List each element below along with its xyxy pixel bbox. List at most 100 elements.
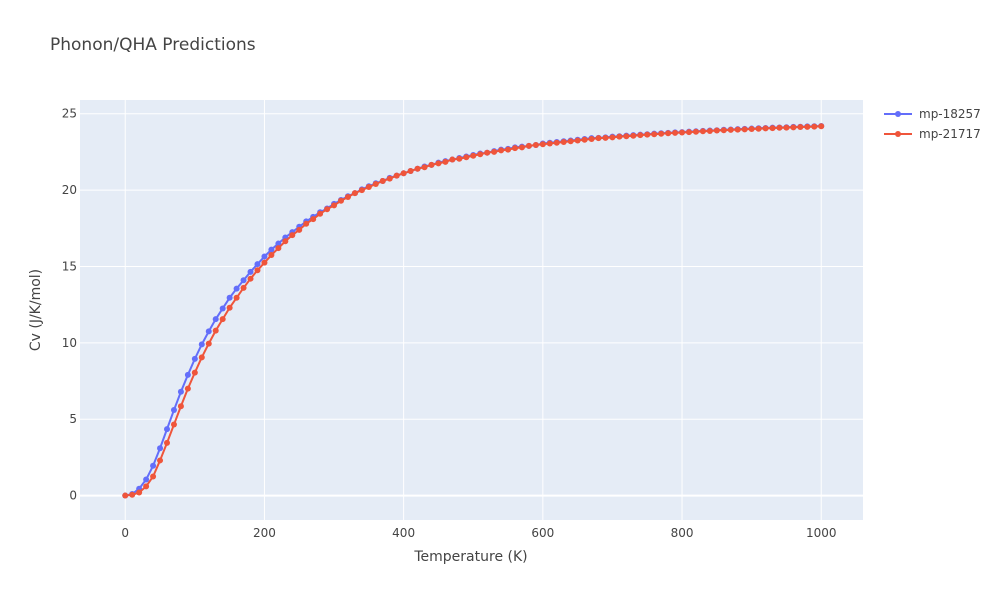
data-point[interactable] bbox=[219, 305, 226, 312]
data-point[interactable] bbox=[818, 123, 825, 130]
data-point[interactable] bbox=[372, 181, 379, 187]
data-point[interactable] bbox=[143, 476, 150, 483]
data-point[interactable] bbox=[546, 140, 553, 147]
data-point[interactable] bbox=[539, 141, 546, 148]
data-point[interactable] bbox=[498, 147, 505, 154]
data-point[interactable] bbox=[574, 137, 581, 144]
legend-item-mp-18257[interactable]: mp-18257 bbox=[884, 107, 981, 121]
data-point[interactable] bbox=[734, 126, 741, 133]
data-point[interactable] bbox=[157, 445, 164, 452]
data-point[interactable] bbox=[184, 385, 191, 392]
data-point[interactable] bbox=[205, 328, 212, 335]
data-point[interactable] bbox=[567, 138, 574, 145]
data-point[interactable] bbox=[282, 238, 289, 245]
data-point[interactable] bbox=[310, 216, 317, 223]
data-point[interactable] bbox=[379, 177, 386, 184]
data-point[interactable] bbox=[233, 285, 240, 292]
data-point[interactable] bbox=[400, 170, 407, 177]
data-point[interactable] bbox=[261, 253, 268, 260]
data-point[interactable] bbox=[170, 407, 177, 414]
data-point[interactable] bbox=[623, 133, 630, 140]
data-point[interactable] bbox=[164, 426, 170, 433]
data-point[interactable] bbox=[595, 135, 602, 142]
data-point[interactable] bbox=[560, 139, 567, 145]
data-point[interactable] bbox=[198, 354, 205, 361]
data-point[interactable] bbox=[219, 316, 226, 323]
data-point[interactable] bbox=[414, 165, 421, 172]
data-point[interactable] bbox=[393, 172, 400, 179]
data-point[interactable] bbox=[247, 275, 254, 282]
data-point[interactable] bbox=[289, 232, 296, 239]
data-point[interactable] bbox=[407, 168, 414, 175]
data-point[interactable] bbox=[491, 148, 498, 155]
data-point[interactable] bbox=[706, 128, 713, 134]
data-point[interactable] bbox=[783, 124, 790, 131]
data-point[interactable] bbox=[686, 129, 692, 136]
data-point[interactable] bbox=[755, 125, 762, 132]
data-point[interactable] bbox=[699, 128, 706, 135]
data-point[interactable] bbox=[164, 439, 170, 446]
data-point[interactable] bbox=[449, 156, 456, 163]
data-point[interactable] bbox=[679, 129, 686, 136]
data-point[interactable] bbox=[797, 124, 804, 131]
data-point[interactable] bbox=[609, 134, 616, 141]
data-point[interactable] bbox=[212, 316, 219, 323]
data-point[interactable] bbox=[275, 245, 282, 252]
data-point[interactable] bbox=[588, 135, 595, 142]
data-point[interactable] bbox=[150, 462, 157, 469]
data-point[interactable] bbox=[136, 489, 143, 496]
data-point[interactable] bbox=[170, 421, 177, 428]
data-point[interactable] bbox=[226, 304, 233, 311]
data-point[interactable] bbox=[338, 197, 344, 204]
data-point[interactable] bbox=[484, 149, 491, 156]
data-point[interactable] bbox=[637, 132, 644, 139]
data-point[interactable] bbox=[247, 268, 254, 275]
data-point[interactable] bbox=[212, 327, 219, 334]
legend-item-mp-21717[interactable]: mp-21717 bbox=[884, 127, 981, 141]
data-point[interactable] bbox=[505, 146, 512, 153]
data-point[interactable] bbox=[790, 124, 797, 131]
data-point[interactable] bbox=[331, 202, 338, 209]
data-point[interactable] bbox=[616, 133, 623, 140]
data-point[interactable] bbox=[811, 123, 818, 130]
data-point[interactable] bbox=[143, 483, 150, 490]
data-point[interactable] bbox=[553, 139, 560, 146]
data-point[interactable] bbox=[435, 160, 442, 167]
data-point[interactable] bbox=[651, 131, 658, 138]
data-point[interactable] bbox=[240, 277, 247, 284]
data-point[interactable] bbox=[727, 126, 734, 133]
data-point[interactable] bbox=[191, 355, 198, 362]
data-point[interactable] bbox=[268, 252, 275, 259]
data-point[interactable] bbox=[303, 220, 310, 227]
data-point[interactable] bbox=[644, 131, 651, 138]
data-point[interactable] bbox=[240, 284, 247, 291]
data-point[interactable] bbox=[177, 403, 184, 410]
data-point[interactable] bbox=[268, 246, 275, 253]
data-point[interactable] bbox=[205, 340, 212, 347]
data-point[interactable] bbox=[344, 193, 351, 200]
data-point[interactable] bbox=[762, 125, 769, 132]
data-point[interactable] bbox=[713, 127, 720, 134]
data-point[interactable] bbox=[741, 126, 748, 133]
data-point[interactable] bbox=[254, 267, 261, 274]
data-point[interactable] bbox=[581, 136, 588, 143]
data-point[interactable] bbox=[658, 130, 665, 137]
data-point[interactable] bbox=[317, 210, 324, 217]
data-point[interactable] bbox=[177, 388, 184, 395]
data-point[interactable] bbox=[150, 473, 157, 480]
data-point[interactable] bbox=[456, 155, 463, 162]
data-point[interactable] bbox=[421, 164, 428, 171]
data-point[interactable] bbox=[129, 491, 136, 498]
data-point[interactable] bbox=[386, 175, 393, 182]
data-point[interactable] bbox=[477, 151, 484, 158]
data-point[interactable] bbox=[428, 161, 435, 168]
data-point[interactable] bbox=[672, 129, 679, 136]
data-point[interactable] bbox=[769, 125, 776, 132]
data-point[interactable] bbox=[296, 226, 303, 233]
data-point[interactable] bbox=[518, 144, 525, 151]
data-point[interactable] bbox=[720, 127, 727, 134]
data-point[interactable] bbox=[804, 123, 811, 130]
data-point[interactable] bbox=[324, 206, 331, 213]
data-point[interactable] bbox=[157, 457, 164, 464]
data-point[interactable] bbox=[470, 152, 477, 159]
